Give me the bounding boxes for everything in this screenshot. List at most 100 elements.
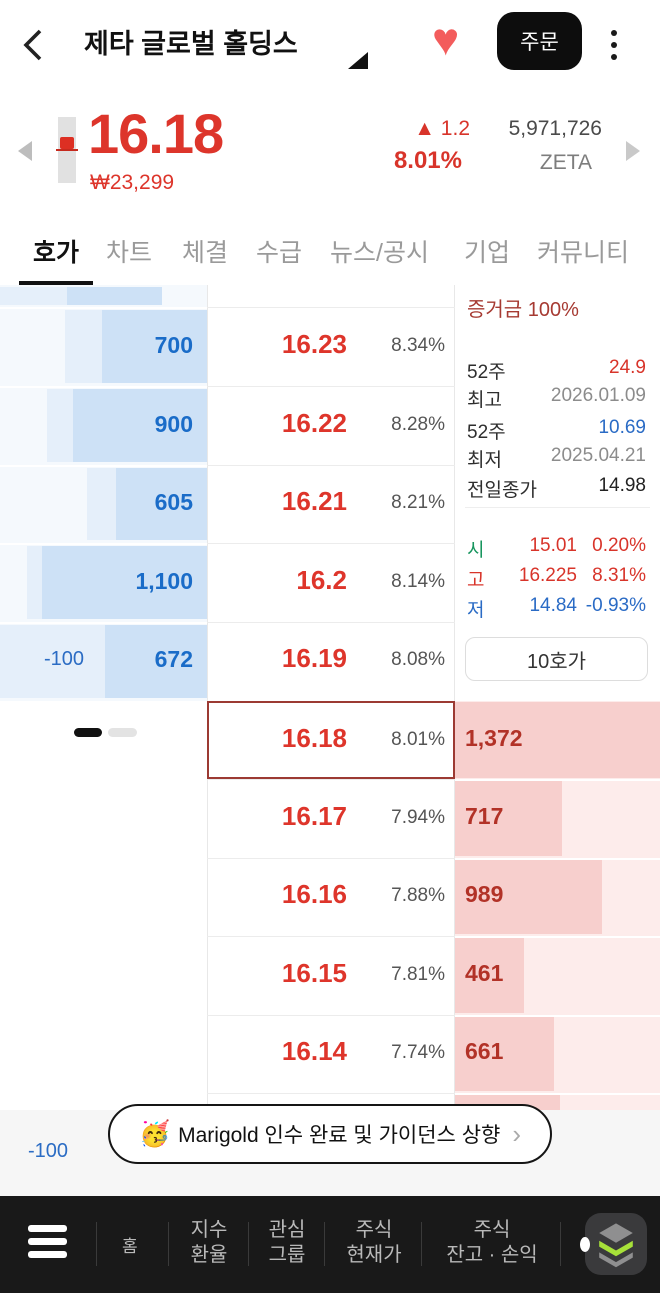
app-shortcut-icon[interactable] (580, 1213, 647, 1275)
w52-low-date: 2025.04.21 (550, 445, 646, 466)
ask-volume-bar (67, 287, 162, 305)
w52-low-value: 10.69 (598, 417, 646, 438)
panel-divider (465, 507, 650, 508)
bid-volume-bar (455, 860, 602, 934)
ask-price[interactable]: 16.2 (296, 565, 347, 595)
w52-label: 52주 (467, 422, 506, 443)
w52-high-value: 24.9 (609, 357, 646, 378)
banner-text: Marigold 인수 완료 및 가이던스 상향 (178, 1124, 501, 1147)
ask-price[interactable]: 16.22 (281, 408, 347, 438)
bid-volume-bar (455, 702, 660, 778)
low2-label: 저 (467, 600, 485, 621)
w52-high-date: 2026.01.09 (550, 385, 646, 406)
bid-volume-bar (455, 938, 524, 1013)
low-value: 14.84 (529, 595, 577, 616)
partial-badge (580, 1237, 590, 1252)
order-button[interactable]: 주문 (497, 12, 582, 70)
open-value: 15.01 (529, 535, 577, 556)
bid-price[interactable]: 16.17 (281, 801, 347, 831)
high2-label: 고 (467, 570, 485, 591)
volume: 5,971,726 (508, 117, 602, 140)
tab-community[interactable]: 커뮤니티 (537, 239, 630, 267)
tab-trades[interactable]: 체결 (182, 239, 229, 267)
trade-row: 16.18 787 (0, 815, 207, 850)
open-label: 시 (467, 540, 485, 561)
nav-label-line: 그룹 (268, 1244, 306, 1266)
trade-row: 16.2 15,217 (0, 920, 207, 955)
bid-volume-bar (455, 1017, 554, 1091)
tab-company[interactable]: 기업 (464, 239, 511, 267)
back-icon[interactable] (20, 27, 46, 63)
nav-divider (560, 1222, 561, 1266)
bid-price[interactable]: 16.16 (281, 879, 347, 909)
ask-volume-bar (102, 310, 207, 383)
nav-label-line: 환율 (190, 1244, 228, 1266)
krw-price: ₩23,299 (90, 171, 175, 194)
next-stock-chevron-icon[interactable] (626, 141, 640, 161)
nav-divider (168, 1222, 169, 1266)
price-summary: 16.18 ₩23,299 ▲ 1.2 8.01% 5,971,726 ZETA (0, 95, 660, 214)
tab-hoga[interactable]: 호가 (33, 239, 80, 267)
price-change-pct: 8.01% (393, 147, 462, 174)
bottom-nav: 홈 지수 환율 관심 그룹 주식 현재가 주식 잔고 · 손익 (0, 1196, 660, 1293)
w52-label: 52주 (467, 362, 506, 383)
tab-chart[interactable]: 차트 (106, 239, 153, 267)
bid-price[interactable]: 16.15 (281, 958, 347, 988)
nav-divider (248, 1222, 249, 1266)
open-pct: 0.20% (592, 535, 646, 556)
current-row-price[interactable]: 16.18 (281, 723, 347, 753)
current-price-box[interactable] (207, 701, 455, 779)
ask-pct: 8.34% (391, 335, 445, 356)
nav-item-home[interactable]: 홈 (122, 1237, 138, 1256)
layers-icon (599, 1223, 633, 1268)
ask-price[interactable]: 16.21 (281, 486, 347, 516)
prev-stock-chevron-icon[interactable] (18, 141, 32, 161)
low-pct: -0.93% (585, 595, 646, 616)
ask-qty-change: -100 (43, 648, 84, 670)
trade-row: 16.19 11,874 (0, 850, 207, 885)
nav-item-balance-pnl[interactable]: 주식 잔고 · 손익 (432, 1218, 552, 1268)
price-change: ▲ 1.2 (414, 117, 470, 140)
ask-price[interactable]: 16.19 (281, 643, 347, 673)
column-divider (454, 285, 455, 1110)
ten-levels-button[interactable]: 10호가 (465, 637, 648, 681)
stock-info-panel: 증거금 100% 52주 24.9 최고 2026.01.09 52주 10.6… (455, 285, 660, 701)
party-emoji-icon: 🥳 (138, 1119, 171, 1148)
nav-divider (421, 1222, 422, 1266)
bid-price[interactable]: 16.14 (281, 1036, 347, 1066)
kebab-menu-icon[interactable] (611, 24, 617, 66)
ask-qty: 700 (154, 332, 193, 358)
high-value: 16.225 (518, 565, 577, 586)
trade-row: 16.18 5 (0, 745, 207, 780)
trade-row: 16.175 21,413 (0, 955, 207, 990)
ask-qty: 605 (154, 489, 193, 515)
ask-qty: 1,100 (135, 568, 193, 594)
tab-news[interactable]: 뉴스/공시 (330, 239, 429, 267)
ticker-symbol: ZETA (539, 151, 592, 174)
trade-toggle-on[interactable] (74, 728, 102, 737)
trade-row: 16.135 1,914 (0, 1060, 207, 1095)
current-row-pct: 8.01% (391, 729, 445, 750)
news-banner[interactable]: 🥳 Marigold 인수 완료 및 가이던스 상향 › (108, 1104, 552, 1164)
trade-toggle-off[interactable] (108, 728, 137, 737)
ask-qty: 672 (154, 646, 193, 672)
nav-item-watch-group[interactable]: 관심 그룹 (256, 1218, 318, 1268)
banner-chevron-icon: › (512, 1118, 522, 1149)
tab-supply[interactable]: 수급 (256, 239, 303, 267)
title-dropdown-icon[interactable] (348, 52, 368, 69)
high-label: 최고 (467, 390, 502, 411)
tab-bar: 호가 차트 체결 수급 뉴스/공시 기업 커뮤니티 (0, 213, 660, 286)
nav-label-line: 관심 (268, 1219, 306, 1241)
ask-price[interactable]: 16.23 (281, 329, 347, 359)
trade-row: 16.18 15,971 (0, 990, 207, 1025)
order-book: 700 16.23 8.34% 900 16.22 8.28% 605 16.2… (0, 285, 660, 1110)
current-price: 16.18 (88, 102, 224, 165)
favorite-heart-icon[interactable]: ♥ (432, 13, 460, 65)
ask-volume-bar (42, 546, 207, 619)
nav-item-index-fx[interactable]: 지수 환율 (178, 1218, 240, 1268)
nav-item-stock-price[interactable]: 주식 현재가 (334, 1218, 414, 1268)
nav-label-line: 주식 (473, 1219, 511, 1241)
margin-requirement: 증거금 100% (467, 299, 579, 321)
nav-divider (324, 1222, 325, 1266)
ask-pct: 8.14% (391, 571, 445, 592)
